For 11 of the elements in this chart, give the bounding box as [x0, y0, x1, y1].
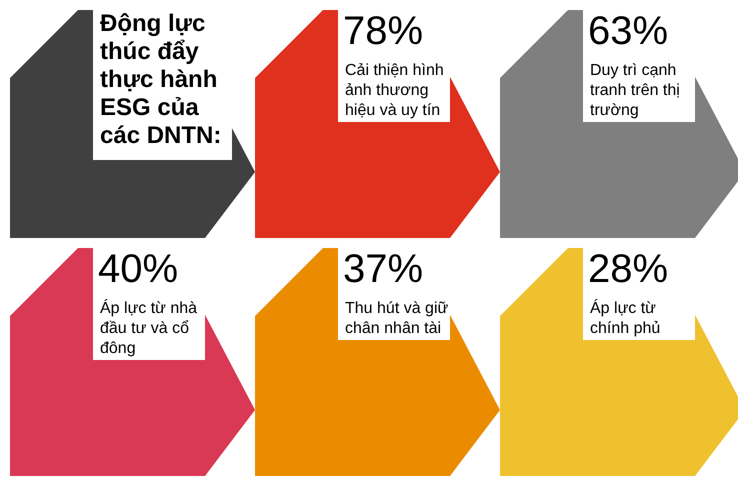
category-label: Cải thiện hình ảnh thương hiệu và uy tín	[345, 62, 444, 119]
data-label: 78%	[343, 9, 424, 53]
data-label: 40%	[98, 247, 178, 291]
data-label: 63%	[588, 9, 668, 53]
category-label: Áp lực từ chính phủ	[590, 299, 660, 337]
text: Động lực thúc đẩy thực hành ESG của các DNTN:	[100, 10, 222, 149]
data-label: 37%	[343, 247, 424, 291]
category-label: Duy trì cạnh tranh trên thị trường	[590, 62, 680, 119]
category-label: Thu hút và giữ chân nhân tài	[345, 300, 448, 337]
category-label: Áp lực từ nhà đầu tư và cổ đông	[100, 299, 198, 357]
data-label: 28%	[588, 247, 668, 291]
